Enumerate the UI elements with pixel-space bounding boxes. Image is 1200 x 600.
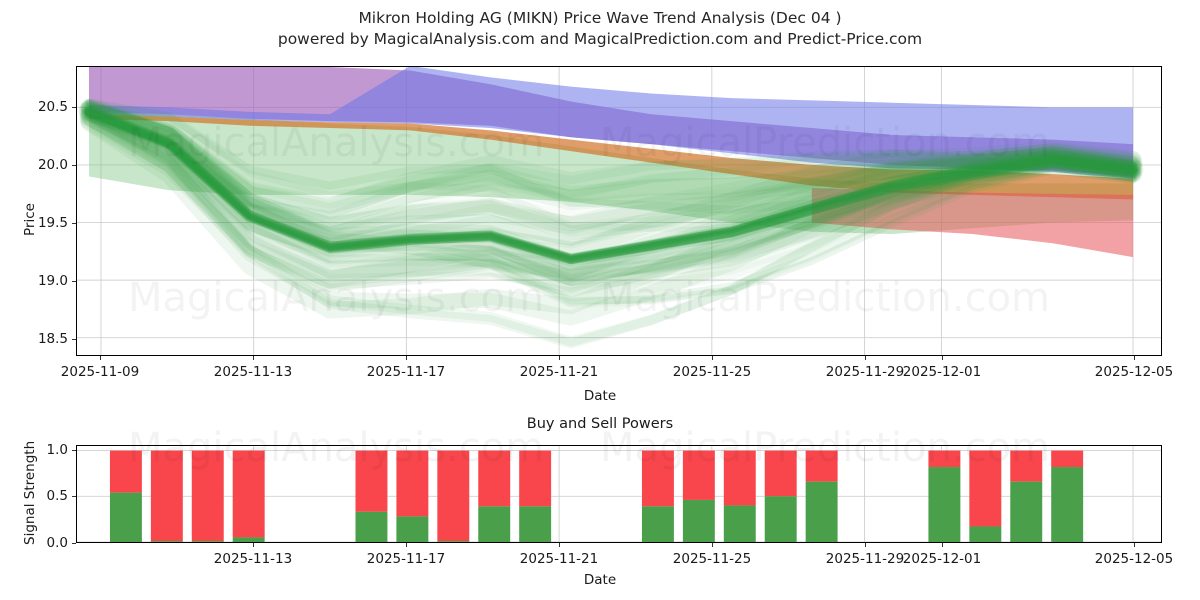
main-y-axis-label: Price — [22, 203, 38, 236]
lower-x-tick: 2025-11-21 — [519, 551, 599, 567]
main-x-tick: 2025-11-21 — [519, 364, 599, 380]
main-y-tick: 19.0 — [37, 272, 68, 289]
lower-x-tick: 2025-11-13 — [213, 551, 293, 567]
lower-x-tick: 2025-12-01 — [902, 551, 982, 567]
lower-y-tickmark — [72, 449, 76, 451]
main-x-tickmark — [865, 356, 866, 360]
lower-y-tick: 0.5 — [46, 488, 68, 505]
lower-y-tickmark — [72, 543, 76, 544]
main-x-tickmark — [100, 356, 101, 360]
main-x-tickmark — [712, 356, 713, 360]
main-x-tickmark — [559, 356, 560, 360]
main-y-tickmark — [72, 106, 76, 108]
lower-x-tickmark — [942, 543, 943, 547]
lower-x-tick: 2025-12-05 — [1094, 551, 1174, 567]
main-y-tick: 20.5 — [37, 98, 68, 115]
main-x-axis-label: Date — [583, 388, 617, 404]
price-wave-chart-panel — [76, 66, 1162, 356]
main-y-tick: 18.5 — [37, 330, 68, 347]
main-x-tick: 2025-12-05 — [1094, 364, 1174, 380]
main-x-tick: 2025-12-01 — [902, 364, 982, 380]
lower-panel-title: Buy and Sell Powers — [526, 416, 674, 432]
buy-sell-powers-plot — [77, 446, 1161, 542]
main-x-tick: 2025-11-25 — [672, 364, 752, 380]
lower-y-tickmark — [72, 496, 76, 498]
lower-x-tickmark — [559, 543, 560, 547]
lower-y-tick: 0.0 — [46, 535, 68, 551]
main-x-tickmark — [942, 356, 943, 360]
lower-y-axis-label: Signal Strength — [22, 440, 38, 545]
main-y-tickmark — [72, 164, 76, 166]
main-x-tickmark — [406, 356, 407, 360]
main-y-tickmark — [72, 338, 76, 340]
lower-x-tick: 2025-11-25 — [672, 551, 752, 567]
price-wave-plot — [77, 67, 1161, 355]
chart-title-block: Mikron Holding AG (MIKN) Price Wave Tren… — [0, 8, 1200, 50]
main-x-tick: 2025-11-17 — [366, 364, 446, 380]
lower-x-tickmark — [253, 543, 254, 547]
lower-x-tickmark — [406, 543, 407, 547]
lower-y-tick: 1.0 — [46, 441, 68, 458]
page-subtitle: powered by MagicalAnalysis.com and Magic… — [277, 30, 923, 48]
lower-x-tickmark — [712, 543, 713, 547]
main-y-tick: 19.5 — [37, 214, 68, 231]
page-title: Mikron Holding AG (MIKN) Price Wave Tren… — [358, 9, 842, 27]
lower-x-axis-label: Date — [583, 572, 617, 588]
main-x-tick: 2025-11-09 — [60, 364, 140, 380]
main-y-tickmark — [72, 280, 76, 282]
main-y-tick: 20.0 — [37, 156, 68, 173]
buy-sell-powers-panel — [76, 445, 1162, 543]
main-y-tickmark — [72, 222, 76, 224]
main-x-tickmark — [253, 356, 254, 360]
main-x-tick: 2025-11-13 — [213, 364, 293, 380]
lower-x-tick: 2025-11-17 — [366, 551, 446, 567]
lower-x-tickmark — [1134, 543, 1135, 547]
lower-x-tick: 2025-11-29 — [825, 551, 905, 567]
main-x-tickmark — [1134, 356, 1135, 360]
main-x-tick: 2025-11-29 — [825, 364, 905, 380]
lower-x-tickmark — [865, 543, 866, 547]
